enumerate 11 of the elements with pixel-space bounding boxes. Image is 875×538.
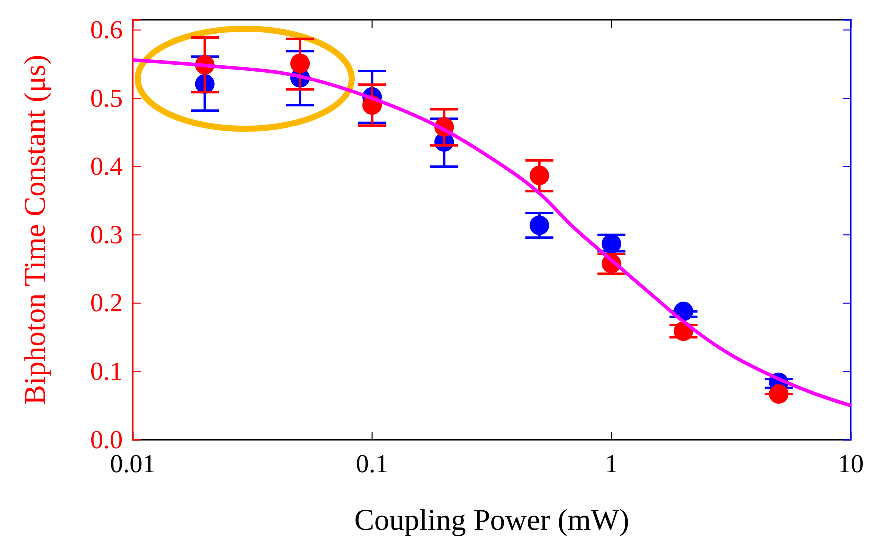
y-tick-label: 0.3 (90, 220, 123, 250)
y-axis-title: Biphoton Time Constant (μs) (19, 54, 52, 406)
x-axis-title: Coupling Power (mW) (354, 504, 630, 537)
x-tick-label: 1 (605, 449, 618, 478)
y-tick-label: 0.4 (90, 152, 123, 182)
y-tick-label: 0.1 (90, 357, 123, 386)
x-tick-label: 0.1 (356, 449, 389, 478)
x-tick-label: 10 (838, 449, 864, 478)
y-tick-label: 0.6 (90, 16, 123, 45)
y-tick-label: 0.2 (90, 288, 123, 318)
y-tick-label: 0.5 (90, 84, 123, 113)
